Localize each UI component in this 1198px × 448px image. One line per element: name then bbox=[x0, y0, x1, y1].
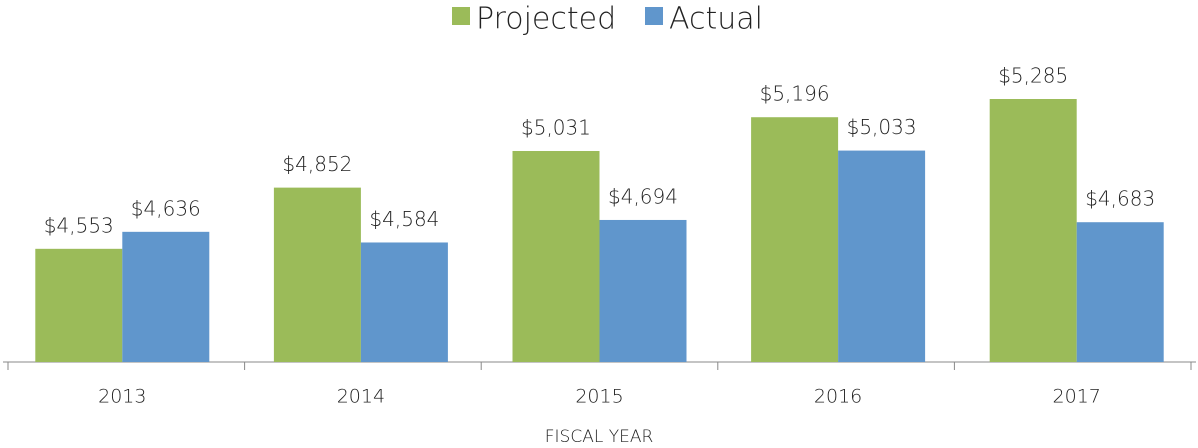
bar bbox=[1076, 222, 1164, 362]
legend-swatch bbox=[452, 7, 470, 25]
bar bbox=[838, 150, 926, 362]
legend-label: Projected bbox=[476, 2, 616, 37]
value-label: $4,683 bbox=[1085, 187, 1155, 211]
value-label: $5,033 bbox=[847, 115, 917, 139]
bar bbox=[599, 219, 687, 362]
legend-label: Actual bbox=[669, 2, 763, 37]
bar bbox=[751, 117, 839, 363]
x-tick-label: 2013 bbox=[98, 386, 146, 408]
x-tick-label: 2017 bbox=[1053, 386, 1101, 408]
value-label: $4,584 bbox=[369, 207, 439, 231]
value-label: $4,636 bbox=[131, 196, 201, 220]
bar bbox=[122, 231, 210, 362]
x-tick-label: 2014 bbox=[337, 386, 385, 408]
value-label: $4,694 bbox=[608, 184, 678, 208]
value-label: $4,852 bbox=[282, 152, 352, 176]
value-label: $5,031 bbox=[521, 115, 591, 139]
bar bbox=[273, 187, 361, 362]
legend-swatch bbox=[645, 7, 663, 25]
x-tick-label: 2016 bbox=[814, 386, 862, 408]
value-label: $5,196 bbox=[760, 82, 830, 106]
value-label: $4,553 bbox=[44, 213, 114, 237]
x-axis-title: FISCAL YEAR bbox=[545, 427, 654, 447]
bar bbox=[35, 248, 123, 362]
value-label: $5,285 bbox=[998, 64, 1068, 88]
bar bbox=[360, 242, 448, 362]
x-tick-label: 2015 bbox=[575, 386, 623, 408]
bar bbox=[512, 150, 600, 362]
bar bbox=[989, 99, 1077, 363]
